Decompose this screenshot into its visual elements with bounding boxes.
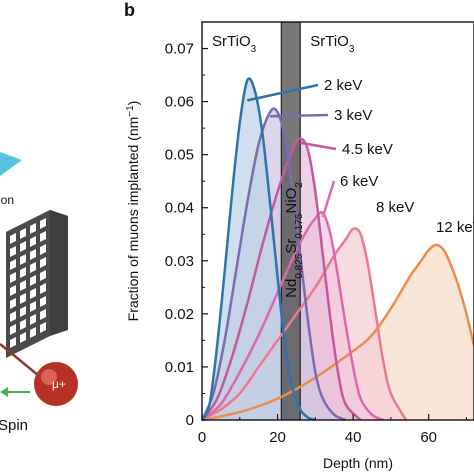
- y-tick-label: 0: [186, 412, 194, 429]
- panel-label: b: [124, 0, 135, 20]
- grid-cell: [10, 233, 16, 244]
- grid-cell: [20, 293, 26, 304]
- muon-sphere-icon: [34, 362, 78, 406]
- grid-cell: [10, 259, 16, 270]
- spin-label: Spin: [0, 417, 28, 434]
- series-area-5: [202, 244, 474, 420]
- series-line-5: [201, 243, 474, 422]
- y-tick-label: 0.03: [165, 253, 194, 270]
- grid-cell: [20, 280, 26, 291]
- x-tick-label: 60: [420, 429, 437, 446]
- series-line-4: [201, 227, 408, 422]
- annotation-leader-3: [321, 180, 336, 218]
- grid-cell: [10, 311, 16, 322]
- energy-annotations: 2 keV 3 keV 4.5 keV 6 keV 8 keV 12 keV: [247, 77, 474, 236]
- grid-cell: [10, 246, 16, 257]
- grid-cell: [40, 218, 46, 229]
- grid-cell: [10, 298, 16, 309]
- grid-cell: [20, 254, 26, 265]
- layer-label-sto-right: SrTiO3: [310, 33, 355, 55]
- sample-grid-icon: [6, 210, 68, 358]
- annotation-label-1: 3 keV: [334, 107, 372, 124]
- implantation-chart: SrTiO3 SrTiO3 Nd0.825Sr0.175NiO2 2 keV 3 …: [125, 21, 474, 471]
- grid-cell: [40, 231, 46, 242]
- grid-cell: [10, 272, 16, 283]
- x-axis-label: Depth (nm): [323, 455, 393, 471]
- grid-cell: [30, 327, 36, 338]
- grid-cell: [20, 267, 26, 278]
- incoming-beam-icon: [0, 152, 22, 176]
- schematic-panel: ion μ+ Spin: [0, 152, 78, 434]
- y-tick-label: 0.01: [165, 359, 194, 376]
- annotation-label-5: 12 keV: [436, 219, 474, 236]
- annotation-label-3: 6 keV: [340, 173, 378, 190]
- annotation-label-2: 4.5 keV: [342, 141, 393, 158]
- y-tick-label: 0.06: [165, 94, 194, 111]
- grid-cell: [40, 270, 46, 281]
- grid-cell: [40, 322, 46, 333]
- y-tick-label: 0.04: [165, 200, 194, 217]
- annotation-leader-2: [300, 141, 337, 151]
- x-tick-label: 40: [345, 429, 362, 446]
- grid-cell: [40, 257, 46, 268]
- layer-label-sto-left: SrTiO3: [212, 33, 257, 55]
- grid-cell: [30, 314, 36, 325]
- grid-cell: [10, 337, 16, 348]
- x-tick-label: 0: [198, 429, 206, 446]
- grid-cell: [40, 309, 46, 320]
- grid-cell: [20, 319, 26, 330]
- layer-labels: SrTiO3 SrTiO3 Nd0.825Sr0.175NiO2: [212, 33, 355, 298]
- grid-cell: [30, 236, 36, 247]
- axes: 0 20 40 60 0 0.01 0.02 0.03 0.04 0.05 0.06 0.07: [165, 21, 474, 446]
- y-tick-label: 0.02: [165, 306, 194, 323]
- grid-cell: [40, 283, 46, 294]
- grid-cell: [20, 332, 26, 343]
- series-line-2: [200, 137, 362, 421]
- grid-cell: [10, 285, 16, 296]
- grid-cell: [30, 249, 36, 260]
- muon-label: μ+: [52, 377, 66, 391]
- y-axis-label: Fraction of muons implanted (nm−1): [125, 101, 142, 322]
- grid-cell: [30, 301, 36, 312]
- series-lines: [200, 77, 474, 422]
- grid-cell: [20, 241, 26, 252]
- grid-cell: [30, 223, 36, 234]
- spin-arrowhead-icon: [0, 387, 8, 397]
- layer-band: [281, 22, 301, 420]
- grid-cell: [40, 296, 46, 307]
- grid-cell: [20, 306, 26, 317]
- grid-cell: [30, 275, 36, 286]
- grid-cell: [20, 228, 26, 239]
- x-tick-label: 20: [269, 429, 286, 446]
- layer-label-nickelate: Nd0.825Sr0.175NiO2: [283, 182, 305, 298]
- annotation-leader-0: [247, 83, 319, 102]
- y-tick-label: 0.05: [165, 147, 194, 164]
- grid-cell: [10, 324, 16, 335]
- direction-label: ion: [0, 193, 14, 207]
- annotation-label-4: 8 keV: [376, 199, 414, 216]
- grid-cell: [30, 262, 36, 273]
- y-tick-label: 0.07: [165, 41, 194, 58]
- annotation-label-0: 2 keV: [324, 77, 362, 94]
- annotation-leader-1: [269, 113, 329, 118]
- series-line-0: [200, 77, 316, 422]
- grid-cell: [30, 288, 36, 299]
- grid-cell: [40, 244, 46, 255]
- series-area-0: [202, 78, 316, 420]
- plot-frame: [201, 21, 474, 421]
- series-line-1: [200, 107, 347, 422]
